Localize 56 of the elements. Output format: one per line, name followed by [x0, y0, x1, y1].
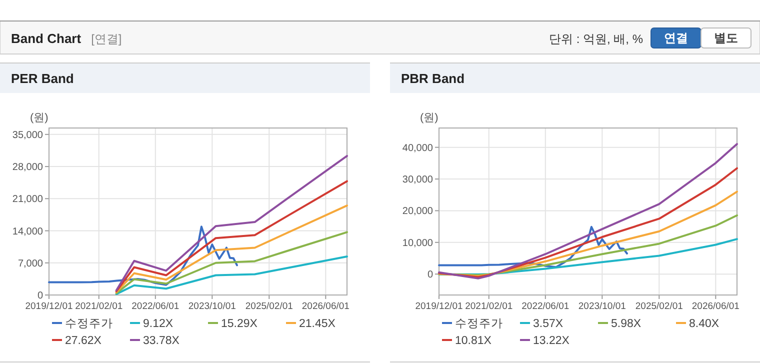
x-tick-label: 2023/10/01: [578, 301, 626, 312]
legend-label: 15.29X: [221, 318, 258, 330]
y-tick-label: 35,000: [12, 130, 44, 141]
x-tick-label: 2019/12/01: [415, 301, 463, 312]
line-series: [115, 180, 348, 292]
text: 별도: [714, 31, 738, 45]
y-tick-label: 0: [37, 290, 44, 302]
text: 연결: [664, 31, 688, 45]
y-tick-label: 28,000: [12, 162, 44, 174]
text: [연결]: [91, 32, 122, 46]
y-tick-label: 0: [427, 270, 434, 281]
line-series: [115, 204, 348, 294]
y-axis-title: (원): [420, 112, 438, 124]
x-tick-label: 2019/12/01: [25, 301, 73, 312]
legend-label: 8.40X: [689, 318, 720, 330]
legend-label: 21.45X: [299, 318, 336, 330]
y-tick-label: 21,000: [12, 194, 44, 206]
line-series: [115, 231, 348, 294]
line-series: [438, 214, 738, 276]
y-tick-label: 30,000: [402, 174, 434, 186]
chart-title: PER Band: [11, 71, 74, 86]
x-tick-label: 2023/10/01: [188, 301, 236, 312]
y-tick-label: 20,000: [402, 206, 434, 218]
y-axis-title: (원): [30, 112, 48, 124]
line-series: [438, 226, 628, 268]
x-tick-label: 2022/06/01: [132, 301, 180, 312]
y-tick-label: 14,000: [12, 226, 44, 238]
x-tick-label: 2026/06/01: [692, 301, 740, 312]
x-tick-label: 2026/06/01: [302, 301, 350, 312]
legend-label: 수정주가: [455, 318, 503, 330]
legend-label: 33.78X: [143, 335, 180, 347]
chart-title: PBR Band: [401, 71, 465, 86]
line-series: [115, 154, 348, 292]
legend-label: 5.98X: [611, 318, 642, 330]
line-series: [438, 143, 738, 280]
text: 단위 : 억원, 배, %: [548, 32, 644, 46]
line-series: [48, 226, 238, 286]
text: Band Chart: [11, 31, 82, 46]
y-tick-label: 10,000: [402, 238, 434, 249]
y-tick-label: 7,000: [18, 258, 44, 270]
line-series: [115, 256, 348, 296]
legend-label: 3.57X: [533, 318, 564, 330]
legend-label: 27.62X: [65, 335, 102, 347]
legend-label: 10.81X: [455, 335, 492, 347]
x-tick-label: 2021/02/01: [465, 301, 513, 312]
x-tick-label: 2025/02/01: [245, 301, 293, 312]
x-tick-label: 2021/02/01: [75, 301, 123, 312]
legend-label: 13.22X: [533, 335, 570, 347]
y-tick-label: 40,000: [402, 142, 434, 154]
legend-label: 9.12X: [143, 318, 174, 330]
x-tick-label: 2022/06/01: [522, 301, 570, 312]
legend-label: 수정주가: [65, 318, 113, 330]
line-series: [438, 238, 738, 276]
x-tick-label: 2025/02/01: [635, 301, 683, 312]
line-series: [438, 190, 738, 278]
line-series: [438, 167, 738, 278]
